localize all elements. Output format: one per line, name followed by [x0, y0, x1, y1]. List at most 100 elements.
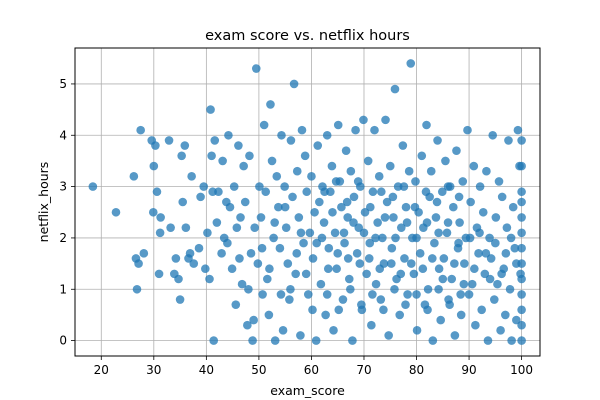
scatter-point	[312, 238, 321, 248]
scatter-point	[299, 238, 308, 248]
scatter-point	[517, 161, 526, 171]
scatter-point	[513, 125, 523, 135]
scatter-point	[368, 290, 377, 299]
scatter-point	[401, 202, 411, 212]
scatter-point	[187, 172, 196, 181]
scatter-point	[449, 202, 458, 212]
scatter-point	[517, 243, 526, 253]
scatter-point	[439, 254, 449, 263]
scatter-point	[276, 290, 286, 299]
scatter-point	[344, 274, 354, 284]
chart-title: exam score vs. netflix hours	[205, 28, 410, 44]
scatter-point	[297, 125, 307, 135]
scatter-point	[357, 300, 366, 309]
scatter-point	[376, 295, 386, 304]
scatter-point	[217, 249, 226, 258]
scatter-point	[264, 310, 274, 320]
scatter-point	[501, 249, 511, 258]
scatter-point	[196, 192, 205, 202]
scatter-point	[274, 202, 283, 212]
scatter-point	[234, 141, 243, 150]
scatter-point	[270, 218, 279, 227]
scatter-point	[506, 233, 516, 243]
scatter-point	[432, 197, 442, 207]
y-tick-label: 4	[59, 128, 67, 142]
scatter-point	[289, 79, 299, 89]
scatter-point	[353, 177, 363, 186]
scatter-point	[423, 305, 432, 315]
scatter-point	[454, 192, 464, 202]
scatter-point	[281, 223, 291, 232]
scatter-point	[340, 238, 349, 248]
scatter-point	[277, 130, 286, 140]
scatter-point	[480, 269, 490, 279]
scatter-point	[442, 228, 452, 238]
scatter-point	[510, 243, 520, 253]
scatter-point	[307, 172, 316, 181]
scatter-point	[351, 125, 360, 135]
scatter-point	[460, 259, 469, 268]
scatter-point	[464, 290, 474, 299]
scatter-point	[486, 254, 496, 263]
y-tick-label: 2	[59, 231, 67, 245]
scatter-point	[321, 310, 330, 320]
scatter-point	[342, 197, 352, 207]
scatter-point	[426, 166, 436, 176]
scatter-point	[493, 279, 502, 289]
scatter-point	[255, 182, 264, 191]
scatter-point	[401, 300, 410, 309]
scatter-point	[517, 305, 526, 315]
scatter-point	[263, 274, 272, 284]
scatter-point	[512, 315, 521, 325]
scatter-point	[445, 300, 454, 309]
scatter-point	[322, 130, 332, 140]
scatter-point	[232, 223, 242, 232]
scatter-point	[139, 249, 149, 258]
scatter-point	[373, 218, 382, 227]
scatter-point	[315, 197, 324, 207]
scatter-point	[517, 228, 526, 238]
scatter-point	[296, 228, 306, 238]
y-axis-ticks: 0 1 2 3 4 5	[59, 77, 75, 348]
scatter-point	[280, 182, 289, 191]
scatter-point	[430, 238, 439, 248]
scatter-point	[300, 151, 310, 161]
scatter-point	[403, 290, 412, 299]
scatter-point	[415, 249, 425, 258]
scatter-point	[422, 120, 431, 130]
scatter-point	[311, 336, 321, 345]
scatter-point	[417, 151, 427, 161]
scatter-point	[323, 264, 333, 274]
scatter-point	[396, 223, 406, 232]
scatter-point	[331, 177, 341, 186]
scatter-point	[390, 84, 400, 94]
scatter-point	[354, 223, 364, 232]
scatter-point	[313, 141, 323, 150]
scatter-point	[494, 177, 504, 186]
scatter-point	[443, 182, 453, 191]
scatter-point	[400, 254, 409, 263]
data-points	[88, 59, 526, 345]
scatter-point	[379, 305, 388, 315]
scatter-point	[471, 320, 480, 330]
scatter-point	[265, 264, 274, 274]
scatter-point	[334, 305, 344, 315]
scatter-point	[374, 172, 384, 181]
x-tick-label: 20	[94, 363, 109, 377]
x-axis-label: exam_score	[270, 383, 345, 398]
scatter-point	[496, 326, 505, 335]
scatter-point	[450, 331, 460, 340]
scatter-point	[501, 310, 510, 320]
scatter-point	[465, 233, 475, 243]
scatter-point	[308, 254, 318, 263]
scatter-point	[404, 166, 414, 176]
scatter-point	[292, 249, 302, 258]
scatter-point	[349, 218, 358, 227]
scatter-point	[436, 315, 445, 325]
scatter-point	[355, 259, 365, 268]
scatter-point	[359, 115, 368, 125]
scatter-point	[443, 218, 453, 227]
scatter-point	[303, 290, 313, 299]
scatter-point	[402, 218, 412, 227]
